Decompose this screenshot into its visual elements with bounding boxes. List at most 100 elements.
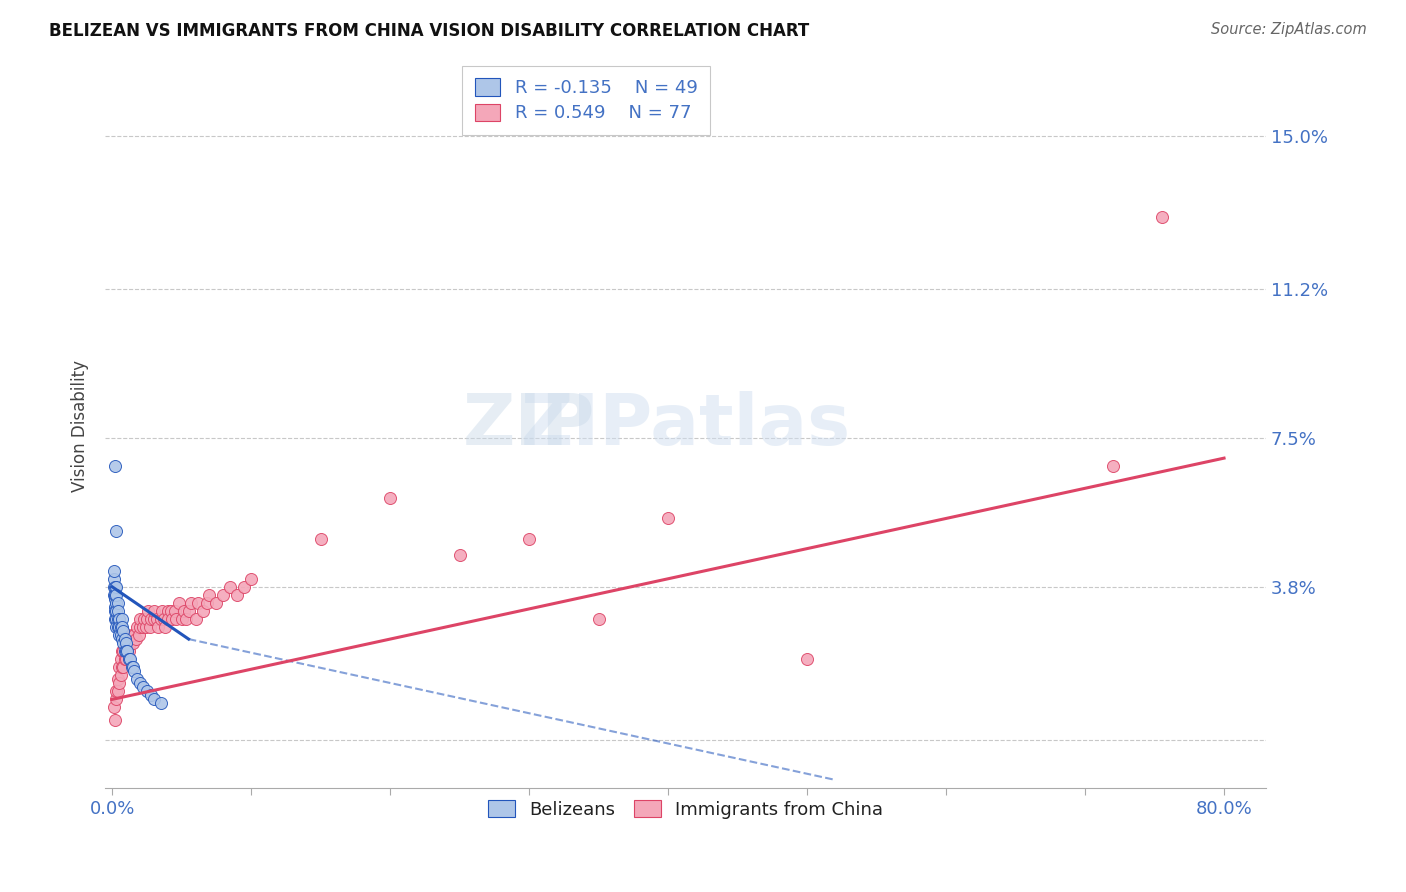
Point <box>132 681 155 695</box>
Text: ZIPatlas: ZIPatlas <box>520 392 851 460</box>
Point <box>117 644 139 658</box>
Point <box>108 620 131 634</box>
Point <box>112 624 135 638</box>
Point <box>111 612 134 626</box>
Point <box>104 580 127 594</box>
Point <box>163 604 186 618</box>
Point <box>309 532 332 546</box>
Point <box>115 652 138 666</box>
Point <box>111 644 134 658</box>
Point <box>112 660 135 674</box>
Point <box>111 620 134 634</box>
Point <box>122 660 145 674</box>
Point <box>588 612 610 626</box>
Point <box>104 713 127 727</box>
Point <box>121 660 143 674</box>
Point <box>103 588 125 602</box>
Point <box>159 604 181 618</box>
Point <box>108 660 131 674</box>
Point <box>104 459 127 474</box>
Point <box>129 620 152 634</box>
Text: Source: ZipAtlas.com: Source: ZipAtlas.com <box>1211 22 1367 37</box>
Point <box>132 620 155 634</box>
Point <box>174 612 197 626</box>
Point <box>111 632 134 646</box>
Point <box>114 652 136 666</box>
Point <box>114 636 136 650</box>
Point <box>139 689 162 703</box>
Point <box>105 596 128 610</box>
Point <box>195 596 218 610</box>
Point <box>160 612 183 626</box>
Point <box>378 491 401 506</box>
Point <box>121 628 143 642</box>
Point <box>142 692 165 706</box>
Point <box>152 612 174 626</box>
Point <box>107 684 129 698</box>
Point <box>173 604 195 618</box>
Point <box>212 588 235 602</box>
Point <box>449 548 471 562</box>
Point <box>205 596 228 610</box>
Text: BELIZEAN VS IMMIGRANTS FROM CHINA VISION DISABILITY CORRELATION CHART: BELIZEAN VS IMMIGRANTS FROM CHINA VISION… <box>49 22 810 40</box>
Point <box>111 660 134 674</box>
Point <box>104 604 127 618</box>
Point <box>103 572 125 586</box>
Point <box>796 652 818 666</box>
Point <box>1150 210 1173 224</box>
Point <box>118 644 141 658</box>
Point <box>129 676 152 690</box>
Point <box>187 596 209 610</box>
Legend: Belizeans, Immigrants from China: Belizeans, Immigrants from China <box>481 793 890 826</box>
Point <box>114 632 136 646</box>
Point <box>107 612 129 626</box>
Point <box>180 596 202 610</box>
Point <box>170 612 193 626</box>
Point <box>114 644 136 658</box>
Point <box>138 620 160 634</box>
Point <box>167 596 190 610</box>
Point <box>125 632 148 646</box>
Point <box>226 588 249 602</box>
Point <box>112 644 135 658</box>
Point <box>517 532 540 546</box>
Point <box>184 612 207 626</box>
Point <box>146 620 169 634</box>
Point <box>105 684 128 698</box>
Point <box>105 524 128 538</box>
Point <box>110 668 132 682</box>
Point <box>127 673 149 687</box>
Point <box>110 652 132 666</box>
Point <box>105 612 128 626</box>
Point <box>191 604 214 618</box>
Point <box>120 652 142 666</box>
Point <box>233 580 256 594</box>
Point <box>105 588 128 602</box>
Point <box>115 636 138 650</box>
Point <box>107 604 129 618</box>
Point <box>134 612 156 626</box>
Point <box>115 636 138 650</box>
Point <box>118 652 141 666</box>
Point <box>103 700 125 714</box>
Point <box>105 604 128 618</box>
Point <box>104 591 127 606</box>
Point <box>240 572 263 586</box>
Point <box>156 612 179 626</box>
Point <box>124 665 146 679</box>
Point <box>124 628 146 642</box>
Point <box>112 636 135 650</box>
Point <box>103 580 125 594</box>
Point <box>108 628 131 642</box>
Point <box>107 620 129 634</box>
Point <box>110 628 132 642</box>
Point <box>129 612 152 626</box>
Point <box>104 612 127 626</box>
Point <box>198 588 221 602</box>
Point <box>135 612 157 626</box>
Point <box>153 620 176 634</box>
Point <box>1102 459 1125 474</box>
Point <box>134 620 156 634</box>
Point <box>107 673 129 687</box>
Point <box>139 612 162 626</box>
